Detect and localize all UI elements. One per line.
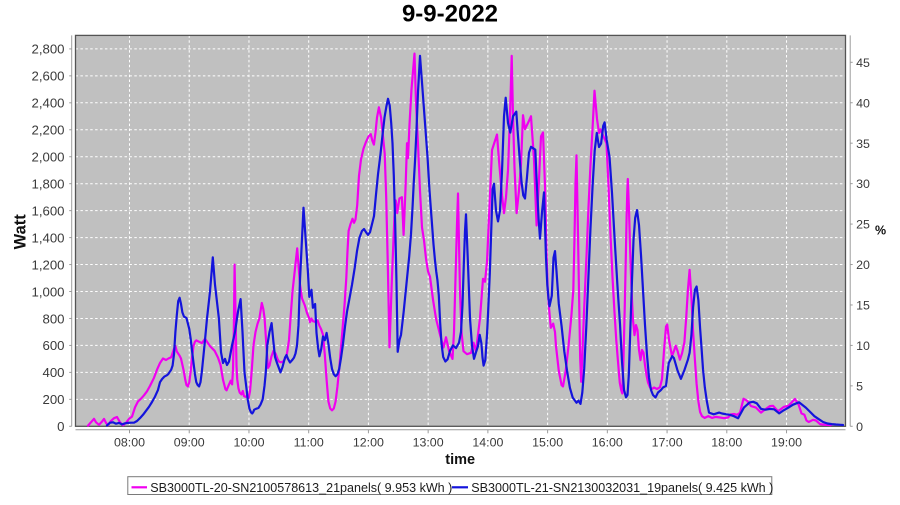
svg-text:16:00: 16:00 [592, 436, 623, 450]
svg-text:1,000: 1,000 [31, 284, 64, 299]
svg-text:08:00: 08:00 [114, 436, 145, 450]
svg-text:time: time [445, 452, 475, 468]
svg-text:1,400: 1,400 [31, 230, 64, 245]
svg-text:2,400: 2,400 [31, 96, 64, 111]
svg-text:1,600: 1,600 [31, 203, 64, 218]
svg-text:Watt: Watt [12, 214, 30, 250]
svg-text:SB3000TL-21-SN2130032031_19pan: SB3000TL-21-SN2130032031_19panels( 9.425… [471, 481, 773, 495]
svg-text:0: 0 [856, 420, 863, 434]
svg-text:30: 30 [856, 177, 870, 191]
svg-text:2,000: 2,000 [31, 150, 64, 165]
svg-text:600: 600 [42, 338, 64, 353]
svg-text:10: 10 [856, 339, 870, 353]
svg-text:5: 5 [856, 380, 863, 394]
svg-text:10:00: 10:00 [233, 436, 264, 450]
svg-text:400: 400 [42, 365, 64, 380]
svg-text:1,800: 1,800 [31, 177, 64, 192]
svg-text:15:00: 15:00 [532, 436, 563, 450]
svg-text:15: 15 [856, 299, 870, 313]
svg-text:19:00: 19:00 [771, 436, 802, 450]
svg-text:200: 200 [42, 392, 64, 407]
svg-text:1,200: 1,200 [31, 257, 64, 272]
svg-text:12:00: 12:00 [353, 436, 384, 450]
svg-text:09:00: 09:00 [174, 436, 205, 450]
svg-text:11:00: 11:00 [294, 436, 324, 450]
svg-text:2,800: 2,800 [31, 42, 64, 57]
svg-text:14:00: 14:00 [472, 436, 503, 450]
svg-text:13:00: 13:00 [413, 436, 444, 450]
svg-text:2,200: 2,200 [31, 123, 64, 138]
svg-text:18:00: 18:00 [711, 436, 742, 450]
svg-text:800: 800 [42, 311, 64, 326]
svg-text:20: 20 [856, 258, 870, 272]
svg-text:17:00: 17:00 [652, 436, 683, 450]
svg-text:2,600: 2,600 [31, 69, 64, 84]
svg-text:9-9-2022: 9-9-2022 [402, 1, 498, 28]
svg-text:SB3000TL-20-SN2100578613_21pan: SB3000TL-20-SN2100578613_21panels( 9.953… [150, 481, 452, 495]
svg-text:40: 40 [856, 96, 870, 110]
svg-text:25: 25 [856, 218, 870, 232]
svg-text:%: % [875, 224, 886, 238]
svg-text:45: 45 [856, 56, 870, 70]
svg-text:35: 35 [856, 137, 870, 151]
svg-text:0: 0 [57, 419, 64, 434]
